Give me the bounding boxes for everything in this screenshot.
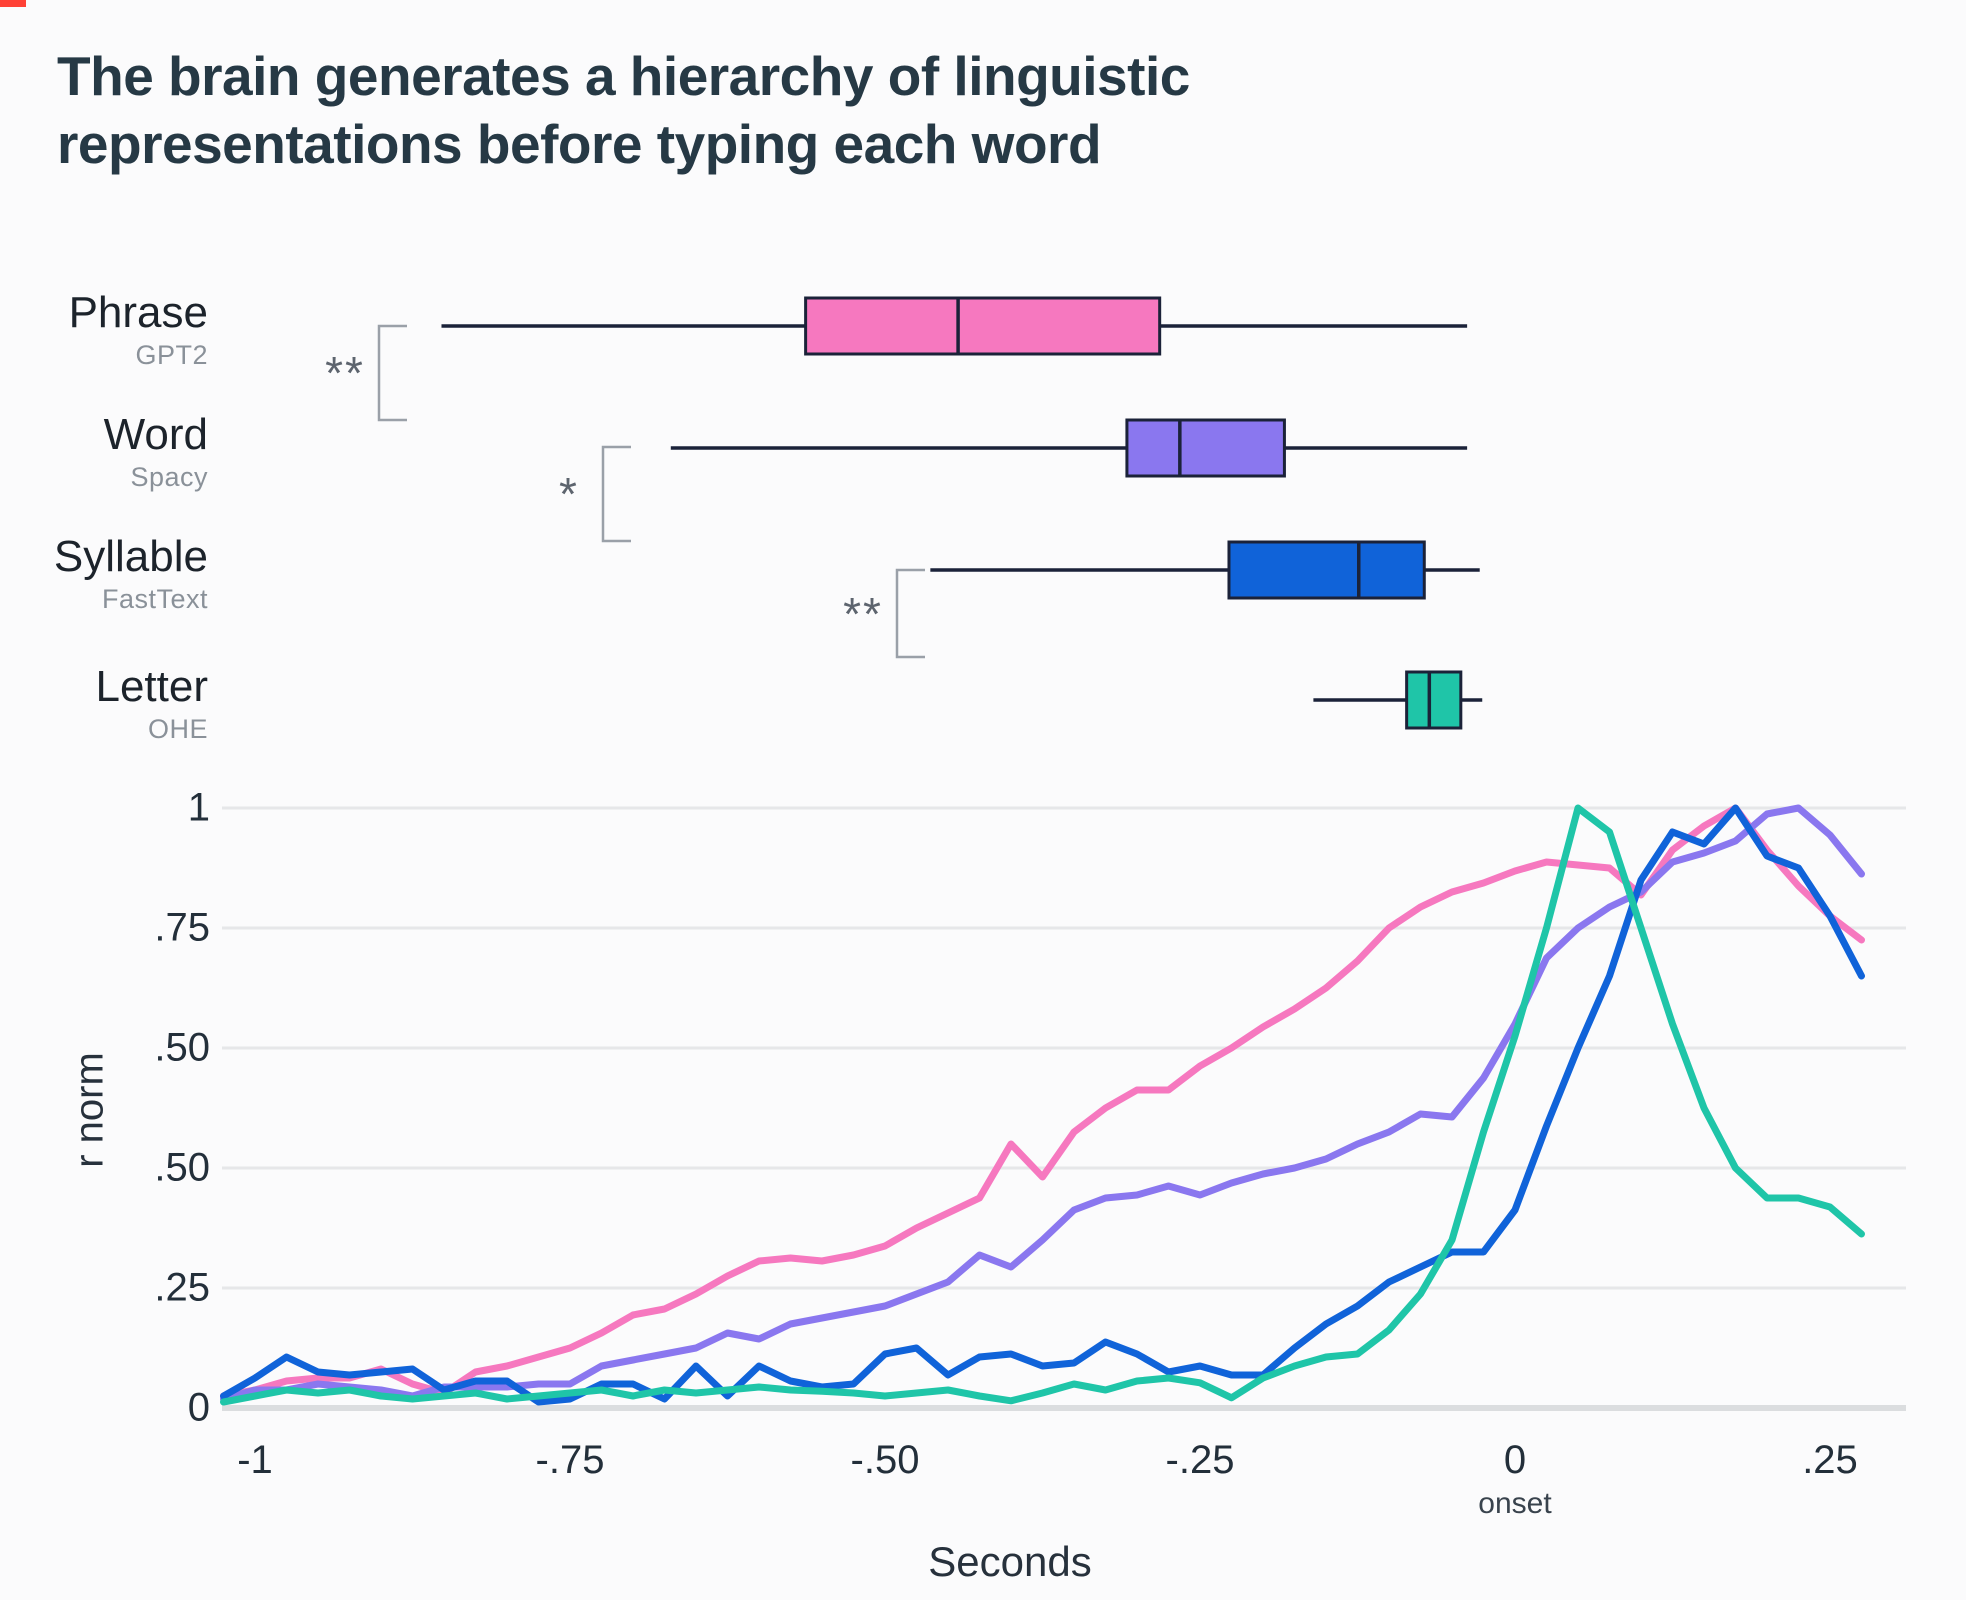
series-line-word	[220, 804, 1865, 1403]
box-letter	[1405, 670, 1463, 730]
series-line-syllable	[220, 804, 1865, 1406]
significance-bracket-0	[377, 324, 407, 422]
box-word	[1125, 418, 1286, 478]
series-line-letter	[220, 804, 1865, 1406]
box-phrase	[804, 296, 1162, 356]
significance-bracket-2	[895, 568, 925, 659]
box-syllable	[1227, 540, 1426, 600]
series-line-phrase	[220, 804, 1865, 1400]
top-left-artifact	[0, 0, 26, 7]
significance-bracket-1	[601, 445, 631, 543]
